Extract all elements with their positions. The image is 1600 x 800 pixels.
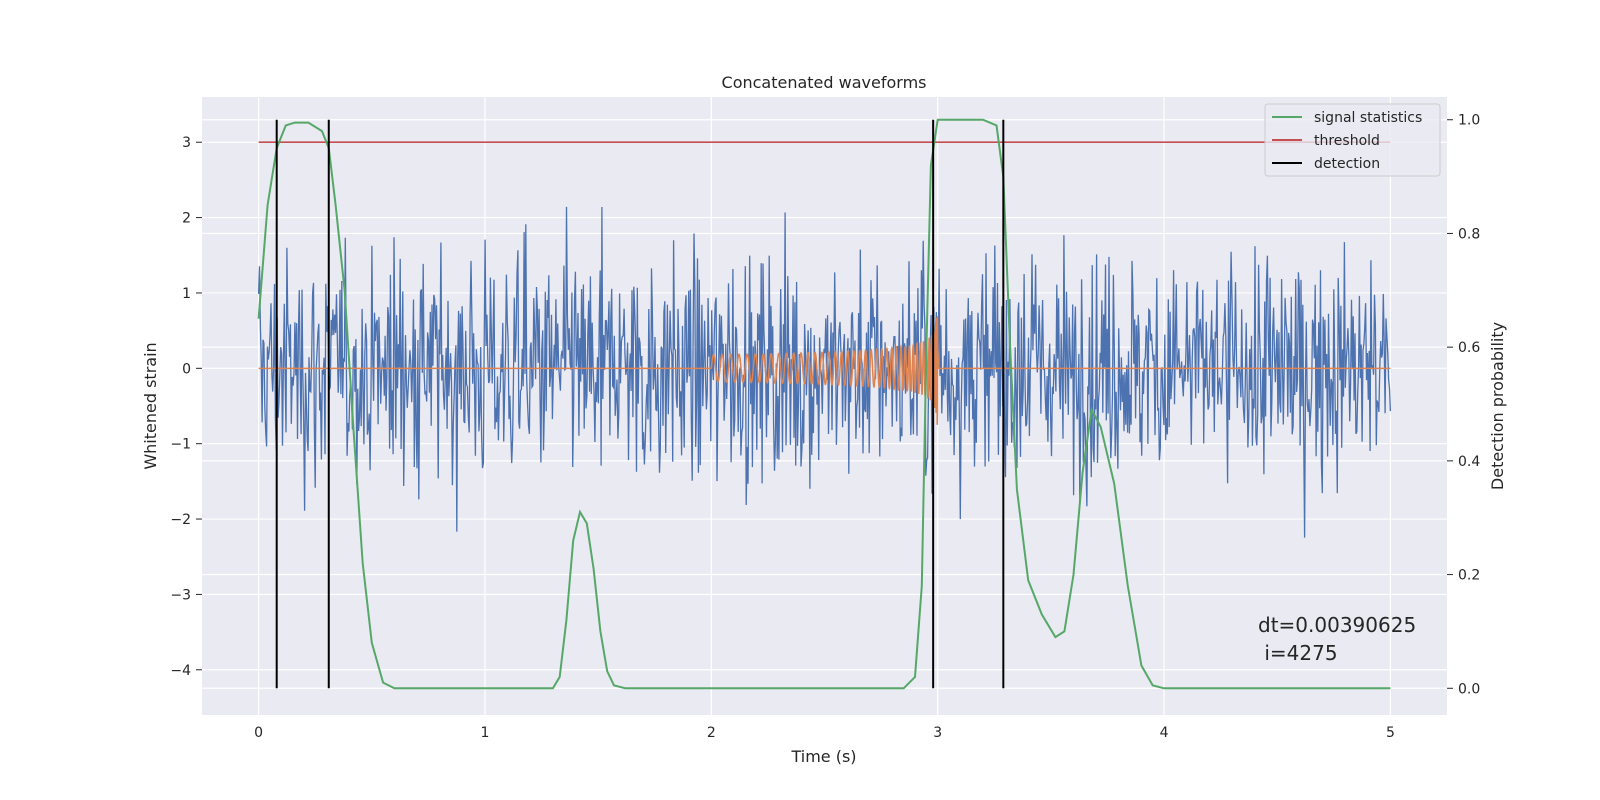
y2-tick-label: 0.8: [1458, 226, 1480, 242]
legend-label-threshold: threshold: [1314, 133, 1380, 149]
y-tick-label: −1: [170, 437, 191, 453]
y-tick-label: 3: [182, 135, 191, 151]
y2-tick-label: 0.6: [1458, 340, 1480, 356]
x-tick-label: 2: [707, 725, 716, 741]
y2-axis-label: Detection probability: [1488, 322, 1507, 490]
y-axis-right: 1.0 0.8 0.6 0.4 0.2 0.0: [1447, 113, 1480, 697]
y2-tick-label: 0.0: [1458, 681, 1480, 697]
signal-statistics-line: [257, 118, 1391, 690]
strain-line: [257, 206, 1392, 538]
signal-statistics-series: [257, 118, 1391, 690]
y-axis-label: Whitened strain: [141, 342, 160, 469]
annotation-index: i=4275: [1258, 641, 1338, 665]
annotation-dt: dt=0.00390625: [1258, 613, 1416, 637]
detection-lines: [275, 119, 1005, 689]
x-tick-label: 1: [480, 725, 489, 741]
y-tick-label: 2: [182, 211, 191, 227]
strain-series: [257, 206, 1392, 538]
y2-tick-label: 0.2: [1458, 568, 1480, 584]
y-tick-label: 1: [182, 286, 191, 302]
legend-label-signal-statistics: signal statistics: [1314, 110, 1422, 126]
x-tick-label: 0: [254, 725, 263, 741]
x-tick-label: 3: [933, 725, 942, 741]
x-tick-label: 4: [1160, 725, 1169, 741]
y2-tick-label: 1.0: [1458, 113, 1480, 129]
y-tick-label: −2: [170, 512, 191, 528]
x-axis-label: Time (s): [790, 747, 856, 766]
y-tick-label: −4: [170, 663, 191, 679]
y-tick-label: −3: [170, 587, 191, 603]
legend-box: [1264, 103, 1441, 177]
legend-label-detection: detection: [1314, 156, 1380, 172]
chart-title: Concatenated waveforms: [722, 73, 927, 92]
plot-background: [202, 97, 1447, 715]
y-tick-label: 0: [182, 361, 191, 377]
legend: signal statistics threshold detection: [1264, 103, 1441, 177]
x-tick-label: 5: [1386, 725, 1395, 741]
x-axis: 0 1 2 3 4 5: [254, 725, 1395, 741]
injected-waveform-series: [258, 316, 1391, 425]
y2-tick-label: 0.4: [1458, 454, 1480, 470]
injected-waveform-line: [258, 316, 1391, 425]
y-axis-left: 3 2 1 0 −1 −2 −3 −4: [170, 135, 202, 679]
